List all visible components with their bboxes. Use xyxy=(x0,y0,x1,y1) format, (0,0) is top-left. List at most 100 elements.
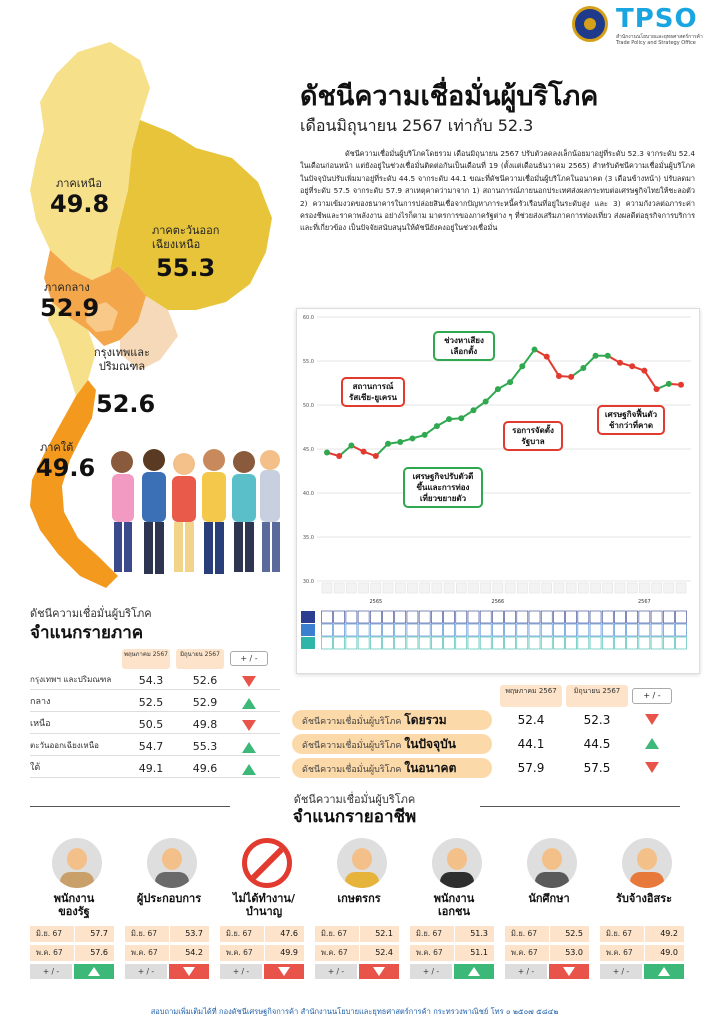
occupation-title: จำแนกรายอาชีพ xyxy=(292,807,417,827)
index-band-cell xyxy=(516,636,529,650)
summary-row-prefix: ดัชนีความเชื่อมั่นผู้บริโภค xyxy=(302,765,402,775)
x-tick-box xyxy=(529,582,540,594)
index-band-cell xyxy=(443,610,455,624)
index-band-cell xyxy=(418,610,431,624)
occupation-row-jun: มิ.ย. 67 52.1 xyxy=(315,926,399,942)
series-line-segment xyxy=(521,348,536,367)
data-point xyxy=(592,352,599,359)
index-band-cell xyxy=(394,610,407,624)
consumer-confidence-chart: 30.0 35.0 40.0 45.0 50.0 55.0 60.0 2565 2566 2567… xyxy=(296,308,700,674)
change-label: + / - xyxy=(30,964,72,979)
index-band-legend xyxy=(301,611,315,623)
index-band-cell xyxy=(675,623,687,637)
row-label-jun: มิ.ย. 67 xyxy=(131,929,158,938)
occupation-row-jun: มิ.ย. 67 57.7 xyxy=(30,926,114,942)
region-value-bangkok: 52.6 xyxy=(96,390,156,418)
avatar-face xyxy=(162,848,182,870)
region-row-jun: 52.9 xyxy=(192,696,218,709)
region-name-northeast: ภาคตะวันออกเฉียงเหนือ xyxy=(152,224,220,251)
summary-row-may: 57.9 xyxy=(517,761,545,775)
region-row: กลาง 52.5 52.9 xyxy=(30,694,280,712)
index-band-cell xyxy=(662,623,675,637)
index-band-cell xyxy=(345,623,358,637)
summary-row-type: ในอนาคต xyxy=(404,761,457,775)
occupation-name-line1: พนักงาน xyxy=(433,892,475,905)
map-region-central xyxy=(44,250,146,346)
row-separator xyxy=(169,945,170,961)
trend-down-icon xyxy=(563,967,575,976)
index-band-cell xyxy=(406,610,419,624)
page-title: ดัชนีความเชื่อมั่นผู้บริโภค xyxy=(300,81,599,112)
x-tick-box xyxy=(382,582,394,594)
index-band-cell xyxy=(370,610,382,624)
index-band-cell xyxy=(455,636,468,650)
person-6 xyxy=(260,450,280,572)
index-band-cell xyxy=(492,610,504,624)
index-band-cell xyxy=(370,623,382,637)
row-label-may: พ.ค. 67 xyxy=(36,948,63,957)
occupation-card: นักศึกษา มิ.ย. 67 52.5 พ.ค. 67 53.0 + / - xyxy=(505,838,593,988)
data-point xyxy=(470,407,477,414)
region-row-jun: 49.8 xyxy=(192,718,218,731)
occupation-trend xyxy=(359,964,399,979)
trend-down-icon xyxy=(242,676,256,687)
map-region-northeast xyxy=(110,120,272,310)
region-row: ตะวันออกเฉียงเหนือ 54.7 55.3 xyxy=(30,738,280,756)
occupation-name: พนักงาน ของรัฐ xyxy=(30,892,118,918)
occupation-card: พนักงาน ของรัฐมิ.ย. 67 57.7 พ.ค. 67 57.6 + / … xyxy=(30,838,118,988)
divider-right xyxy=(480,806,680,807)
avatar-face xyxy=(67,848,87,870)
index-band-cell xyxy=(638,610,651,624)
region-row-may: 54.7 xyxy=(138,740,164,753)
series-line-segment xyxy=(643,370,658,390)
callout-election-campaign: ช่วงหาเสียงเลือกตั้ง xyxy=(433,331,495,361)
occupation-value-jun: 52.1 xyxy=(375,929,393,938)
index-band-cell xyxy=(614,623,626,637)
index-band-cell xyxy=(540,623,553,637)
change-label: + / - xyxy=(505,964,547,979)
index-band-cell xyxy=(455,623,468,637)
index-band-cell xyxy=(455,610,468,624)
index-band-cell xyxy=(345,610,358,624)
region-row-jun: 55.3 xyxy=(192,740,218,753)
change-label: + / - xyxy=(600,964,642,979)
occupation-name-line2: ของรัฐ xyxy=(58,905,90,918)
student-icon xyxy=(527,838,577,888)
occupation-row-may: พ.ค. 67 52.4 xyxy=(315,945,399,961)
index-band-cell xyxy=(321,636,333,650)
occupation-row-may: พ.ค. 67 57.6 xyxy=(30,945,114,961)
occupation-name: รับจ้างอิสระ xyxy=(600,892,688,905)
row-separator xyxy=(359,926,360,942)
x-tick-box xyxy=(431,582,443,594)
x-tick-box xyxy=(419,582,430,594)
occupation-name-line1: ผู้ประกอบการ xyxy=(136,892,202,905)
map-region-east xyxy=(120,296,178,370)
occupation-name: ผู้ประกอบการ xyxy=(125,892,213,905)
index-band-cell xyxy=(662,636,675,650)
index-band-cell xyxy=(638,623,651,637)
index-band-cell xyxy=(528,623,541,637)
data-point xyxy=(385,440,392,447)
data-point xyxy=(336,453,343,460)
map-region-south xyxy=(30,380,118,588)
index-band-cell xyxy=(577,610,590,624)
index-band-cell xyxy=(528,636,541,650)
row-separator xyxy=(549,945,550,961)
callout-russia-ukraine: สถานการณ์รัสเซีย-ยูเครน xyxy=(341,377,405,407)
region-row-may: 49.1 xyxy=(138,762,164,775)
occupation-trend xyxy=(644,964,684,979)
occupation-name: ไม่ได้ทำงาน/บำนาญ xyxy=(220,892,308,918)
index-band-cell xyxy=(394,623,407,637)
y-tick-label: 60.0 xyxy=(303,315,314,321)
index-band-cell xyxy=(577,623,590,637)
summary-row-label: ดัชนีความเชื่อมั่นผู้บริโภค โดยรวม xyxy=(292,710,492,730)
row-label-may: พ.ค. 67 xyxy=(511,948,538,957)
region-row-may: 52.5 xyxy=(138,696,164,709)
trend-down-icon xyxy=(183,967,195,976)
region-col-change: + / - xyxy=(230,651,268,666)
data-point xyxy=(555,372,562,379)
year-label: 2567 xyxy=(638,599,651,605)
y-tick-label: 50.0 xyxy=(303,403,314,409)
index-band-cell xyxy=(601,623,614,637)
data-point xyxy=(348,442,355,449)
